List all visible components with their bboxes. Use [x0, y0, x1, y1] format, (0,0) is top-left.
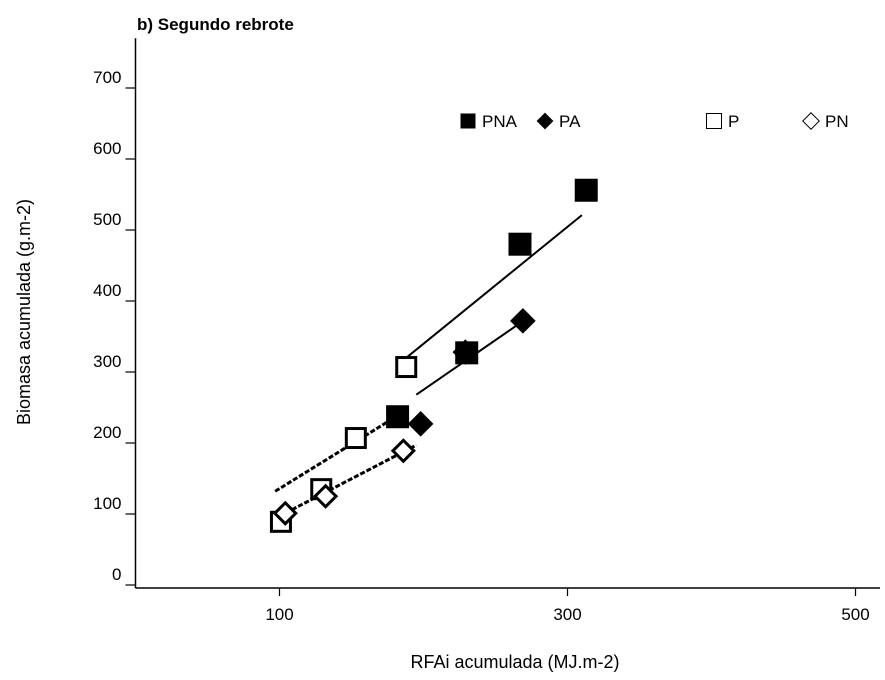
- square-marker: [395, 356, 418, 379]
- diamond-marker: [452, 339, 479, 365]
- y-tick-label: 700: [93, 68, 121, 87]
- legend-label: P: [728, 112, 739, 131]
- diamond-marker: [510, 308, 536, 334]
- y-tick-label: 200: [93, 423, 121, 442]
- legend-marker: [802, 112, 820, 130]
- x-tick-label: 100: [265, 605, 293, 624]
- diamond-marker: [390, 438, 416, 464]
- diamond-marker: [407, 411, 434, 437]
- diamond-marker: [272, 500, 298, 526]
- x-axis-label: RFAi acumulada (MJ.m-2): [410, 652, 619, 672]
- legend-marker: [536, 112, 554, 130]
- y-axis-label: Biomasa acumulada (g.m-2): [14, 199, 34, 425]
- trend-line: [278, 443, 417, 518]
- square-marker: [574, 178, 598, 202]
- y-tick-label: 500: [93, 210, 121, 229]
- y-tick-label: 400: [93, 281, 121, 300]
- y-tick-label: 100: [93, 494, 121, 513]
- y-tick-label: 0: [112, 565, 121, 584]
- y-tick-label: 300: [93, 352, 121, 371]
- square-marker: [344, 427, 367, 450]
- square-marker: [386, 405, 410, 429]
- diamond-marker: [313, 483, 339, 509]
- legend-label: PA: [559, 112, 581, 131]
- trend-line: [405, 214, 583, 359]
- legend-marker: [460, 113, 476, 129]
- chart-title: b) Segundo rebrote: [137, 15, 294, 34]
- square-marker: [508, 232, 532, 256]
- y-tick-label: 600: [93, 139, 121, 158]
- legend-marker: [706, 113, 722, 129]
- x-tick-label: 300: [553, 605, 581, 624]
- trend-line: [274, 409, 408, 493]
- legend-label: PNA: [482, 112, 518, 131]
- legend-label: PN: [825, 112, 849, 131]
- x-tick-label: 500: [841, 605, 869, 624]
